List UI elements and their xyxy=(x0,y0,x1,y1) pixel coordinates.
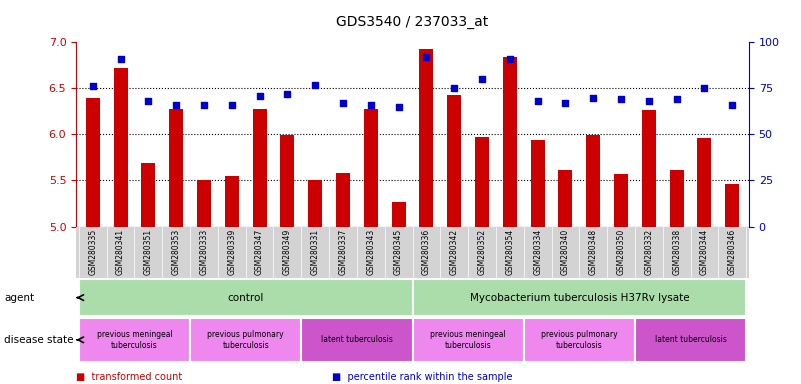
Text: ■  percentile rank within the sample: ■ percentile rank within the sample xyxy=(332,372,513,382)
Text: GSM280352: GSM280352 xyxy=(477,229,486,275)
Text: GSM280346: GSM280346 xyxy=(728,229,737,275)
Bar xyxy=(280,135,294,227)
Bar xyxy=(447,95,461,227)
Text: GSM280331: GSM280331 xyxy=(311,229,320,275)
Text: GSM280345: GSM280345 xyxy=(394,229,403,275)
Bar xyxy=(475,137,489,227)
Bar xyxy=(225,176,239,227)
Text: GSM280343: GSM280343 xyxy=(366,229,376,275)
Bar xyxy=(78,279,413,316)
Point xyxy=(336,100,349,106)
Text: disease state: disease state xyxy=(4,335,74,345)
Text: GSM280339: GSM280339 xyxy=(227,229,236,275)
Bar xyxy=(614,174,628,227)
Bar xyxy=(698,138,711,227)
Point xyxy=(698,85,710,91)
Bar xyxy=(308,180,322,227)
Text: GSM280347: GSM280347 xyxy=(255,229,264,275)
Bar xyxy=(364,109,378,227)
Point xyxy=(364,102,377,108)
Text: latent tuberculosis: latent tuberculosis xyxy=(321,335,392,344)
Point xyxy=(87,83,99,89)
Bar xyxy=(531,140,545,227)
Bar xyxy=(169,109,183,227)
Text: GSM280342: GSM280342 xyxy=(449,229,459,275)
Text: GSM280334: GSM280334 xyxy=(533,229,542,275)
Text: GSM280348: GSM280348 xyxy=(589,229,598,275)
Point xyxy=(142,98,155,104)
Text: GSM280338: GSM280338 xyxy=(672,229,681,275)
Text: GSM280351: GSM280351 xyxy=(144,229,153,275)
Point xyxy=(198,102,211,108)
Bar xyxy=(336,173,350,227)
Point xyxy=(392,104,405,110)
Bar xyxy=(503,57,517,227)
Text: ■  transformed count: ■ transformed count xyxy=(76,372,183,382)
Bar xyxy=(642,109,656,227)
Bar xyxy=(392,202,405,227)
Bar xyxy=(86,98,100,227)
Point xyxy=(448,85,461,91)
Bar xyxy=(558,170,573,227)
Bar xyxy=(78,318,190,362)
Bar xyxy=(413,318,524,362)
Point xyxy=(503,56,516,62)
Bar xyxy=(635,318,747,362)
Bar xyxy=(142,163,155,227)
Text: GSM280354: GSM280354 xyxy=(505,229,514,275)
Text: previous pulmonary
tuberculosis: previous pulmonary tuberculosis xyxy=(541,330,618,349)
Point xyxy=(115,56,127,62)
Point xyxy=(253,93,266,99)
Text: GSM280337: GSM280337 xyxy=(339,229,348,275)
Bar xyxy=(301,318,413,362)
Text: previous meningeal
tuberculosis: previous meningeal tuberculosis xyxy=(430,330,506,349)
Text: GSM280344: GSM280344 xyxy=(700,229,709,275)
Bar xyxy=(725,184,739,227)
Bar xyxy=(413,279,747,316)
Point xyxy=(670,96,683,103)
Text: GSM280336: GSM280336 xyxy=(422,229,431,275)
Point xyxy=(559,100,572,106)
Bar xyxy=(197,180,211,227)
Bar xyxy=(252,109,267,227)
Text: GDS3540 / 237033_at: GDS3540 / 237033_at xyxy=(336,15,489,29)
Text: previous pulmonary
tuberculosis: previous pulmonary tuberculosis xyxy=(207,330,284,349)
Text: GSM280353: GSM280353 xyxy=(171,229,181,275)
Text: GSM280341: GSM280341 xyxy=(116,229,125,275)
Text: previous meningeal
tuberculosis: previous meningeal tuberculosis xyxy=(97,330,172,349)
Point xyxy=(614,96,627,103)
Point xyxy=(170,102,183,108)
Text: GSM280333: GSM280333 xyxy=(199,229,208,275)
Bar xyxy=(420,49,433,227)
Point xyxy=(476,76,489,82)
Bar xyxy=(586,135,600,227)
Text: GSM280340: GSM280340 xyxy=(561,229,570,275)
Text: Mycobacterium tuberculosis H37Rv lysate: Mycobacterium tuberculosis H37Rv lysate xyxy=(469,293,689,303)
Text: control: control xyxy=(227,293,264,303)
Point xyxy=(531,98,544,104)
Text: GSM280349: GSM280349 xyxy=(283,229,292,275)
Point xyxy=(587,94,600,101)
Text: GSM280350: GSM280350 xyxy=(617,229,626,275)
Text: GSM280335: GSM280335 xyxy=(88,229,97,275)
Point xyxy=(281,91,294,97)
Text: GSM280332: GSM280332 xyxy=(644,229,654,275)
Point xyxy=(225,102,238,108)
Point xyxy=(420,54,433,60)
Bar xyxy=(670,170,683,227)
Text: agent: agent xyxy=(4,293,34,303)
Point xyxy=(726,102,739,108)
Bar xyxy=(190,318,301,362)
Point xyxy=(309,81,322,88)
Bar xyxy=(114,68,127,227)
Text: latent tuberculosis: latent tuberculosis xyxy=(654,335,727,344)
Point xyxy=(642,98,655,104)
Bar xyxy=(524,318,635,362)
